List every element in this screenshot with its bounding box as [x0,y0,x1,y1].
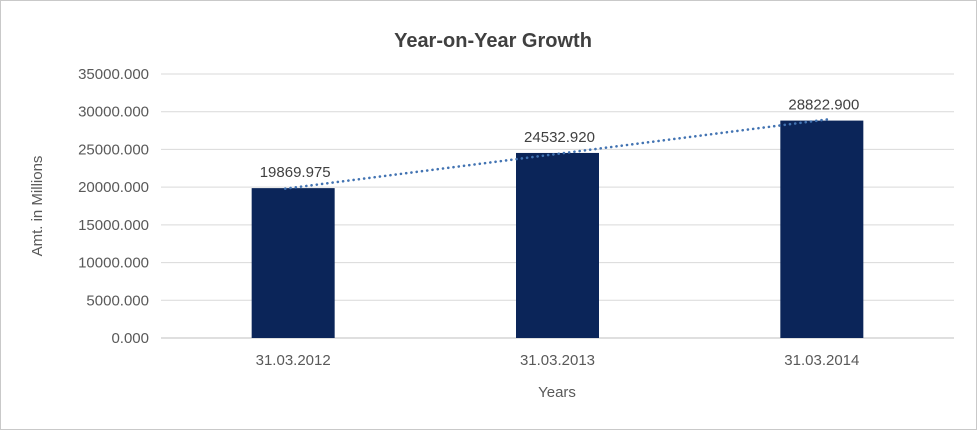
y-tick-label: 0.000 [111,330,149,347]
y-tick-label: 20000.000 [78,179,149,196]
bar [780,120,864,338]
bar [516,152,599,338]
trendline-group [283,117,832,190]
data-labels: 19869.975 24532.920 28822.900 [260,97,860,182]
trendline [283,117,832,190]
y-tick-label: 35000.000 [78,66,149,83]
y-tick-label: 15000.000 [78,217,149,234]
y-tick-label: 25000.000 [78,141,149,158]
x-tick-label: 31.03.2012 [256,352,331,369]
x-tick-label: 31.03.2013 [520,352,595,369]
x-axis-title: Years [538,384,576,401]
y-tick-label: 10000.000 [78,255,149,272]
bar-data-label: 19869.975 [260,164,331,181]
x-tick-labels: 31.03.2012 31.03.2013 31.03.2014 [256,352,860,369]
y-tick-label: 5000.000 [86,292,149,309]
bar-data-label: 28822.900 [788,97,859,114]
chart-title: Year-on-Year Growth [394,30,592,52]
bar [251,188,335,338]
y-axis-title: Amt. in Millions [29,156,46,257]
bar-data-label: 24532.920 [524,129,595,146]
y-tick-labels: 0.000 5000.000 10000.000 15000.000 20000.000… [78,66,149,347]
bar-series [251,120,864,338]
x-tick-label: 31.03.2014 [784,352,859,369]
y-tick-label: 30000.000 [78,104,149,121]
